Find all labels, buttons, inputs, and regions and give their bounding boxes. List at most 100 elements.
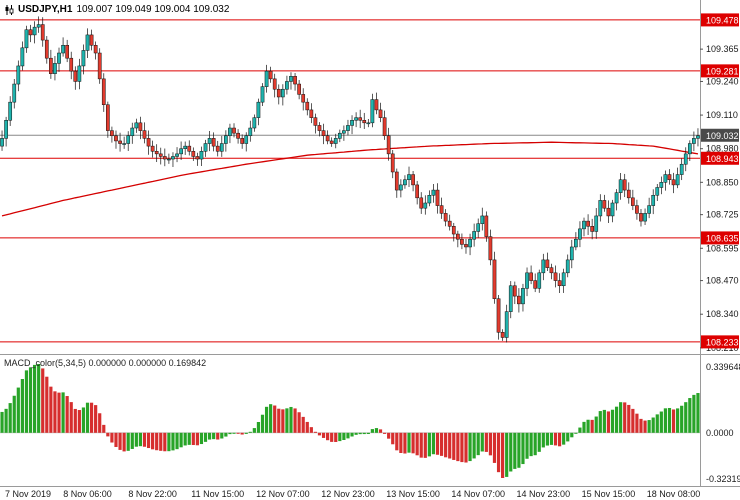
macd-bar <box>191 432 195 446</box>
macd-bar <box>163 432 167 452</box>
macd-bar <box>509 432 513 472</box>
candle <box>594 215 599 232</box>
macd-bar <box>57 392 61 433</box>
candle <box>683 153 688 165</box>
macd-panel-area[interactable] <box>0 356 700 484</box>
candle <box>586 220 590 227</box>
candle <box>211 138 216 147</box>
macd-bar <box>602 409 606 433</box>
candle <box>24 29 29 49</box>
candle <box>529 272 533 281</box>
candle <box>183 145 188 149</box>
macd-bar <box>362 432 366 435</box>
candle <box>407 174 411 180</box>
candle <box>399 184 403 191</box>
time-axis-label: 15 Nov 15:00 <box>582 489 636 499</box>
level-price-label: 109.281 <box>706 66 739 76</box>
macd-bar <box>248 431 252 433</box>
candle <box>342 130 346 134</box>
candle <box>350 120 354 126</box>
price-axis[interactable] <box>701 0 740 486</box>
candle <box>419 197 424 209</box>
candle <box>517 295 521 305</box>
macd-bar <box>41 368 45 433</box>
macd-bar <box>639 418 643 433</box>
price-chart-area[interactable] <box>0 0 700 353</box>
macd-bar <box>346 432 350 439</box>
symbol-timeframe-label: USDJPY,H1 <box>18 4 73 15</box>
macd-bar <box>610 409 615 433</box>
candle <box>61 45 65 54</box>
candle <box>423 202 428 209</box>
macd-bar <box>89 402 94 433</box>
candle <box>187 145 192 152</box>
macd-bar <box>659 411 663 433</box>
candle <box>162 156 167 160</box>
candle <box>53 63 57 74</box>
macd-bar <box>98 413 102 433</box>
candle <box>219 143 224 152</box>
macd-bar <box>20 379 24 433</box>
macd-bar <box>553 432 558 446</box>
macd-bar <box>94 405 98 433</box>
macd-bar <box>549 432 554 445</box>
macd-bar <box>411 432 415 454</box>
macd-bar <box>32 364 37 433</box>
candle <box>614 192 619 204</box>
candle <box>97 52 102 80</box>
macd-bar <box>142 432 147 447</box>
candle <box>394 171 399 191</box>
macd-bar <box>541 432 545 448</box>
macd-bar <box>289 406 293 433</box>
time-axis-label: 12 Nov 23:00 <box>321 489 375 499</box>
candle <box>626 189 631 199</box>
candle <box>610 202 615 217</box>
time-axis-label: 14 Nov 23:00 <box>517 489 571 499</box>
candle <box>4 120 8 139</box>
time-axis[interactable] <box>0 487 740 500</box>
macd-bar <box>635 413 639 433</box>
macd-bar <box>667 407 672 433</box>
macd-bar <box>387 432 391 439</box>
macd-bar <box>69 402 73 433</box>
time-axis-label: 7 Nov 2019 <box>5 489 51 499</box>
candle <box>89 34 94 46</box>
macd-bar <box>334 432 338 442</box>
candle <box>582 220 586 230</box>
macd-bar <box>16 387 20 433</box>
macd-bar <box>566 432 570 442</box>
candle <box>126 135 131 144</box>
current-price-label-box <box>701 128 739 142</box>
macd-bar <box>472 432 476 459</box>
candle <box>276 88 281 98</box>
candle <box>329 140 334 144</box>
candle <box>12 83 17 103</box>
candle <box>285 81 289 90</box>
level-price-label-box <box>701 231 739 245</box>
candle <box>480 215 485 224</box>
candle <box>28 29 33 36</box>
level-price-label-box <box>701 64 739 78</box>
candle <box>561 272 566 287</box>
macd-bar <box>407 432 411 453</box>
time-axis-label: 11 Nov 15:00 <box>191 489 244 499</box>
candle <box>639 213 643 222</box>
candle <box>333 138 338 144</box>
candle <box>443 213 448 222</box>
macd-bar <box>358 432 362 435</box>
candle <box>565 259 570 274</box>
macd-bar <box>517 432 521 468</box>
candle <box>293 76 297 85</box>
candlestick-icon <box>5 4 14 15</box>
candle <box>557 280 562 287</box>
macd-bar <box>4 408 8 433</box>
level-price-label-box <box>701 151 739 165</box>
price-tick-label: 109.110 <box>706 110 738 120</box>
time-axis-label: 18 Nov 08:00 <box>647 489 701 499</box>
macd-bar <box>370 429 374 433</box>
candle <box>354 117 358 121</box>
chart-header: USDJPY,H1 109.007 109.049 109.004 109.03… <box>4 4 229 15</box>
macd-bar <box>521 432 525 465</box>
macd-bar <box>399 432 403 453</box>
